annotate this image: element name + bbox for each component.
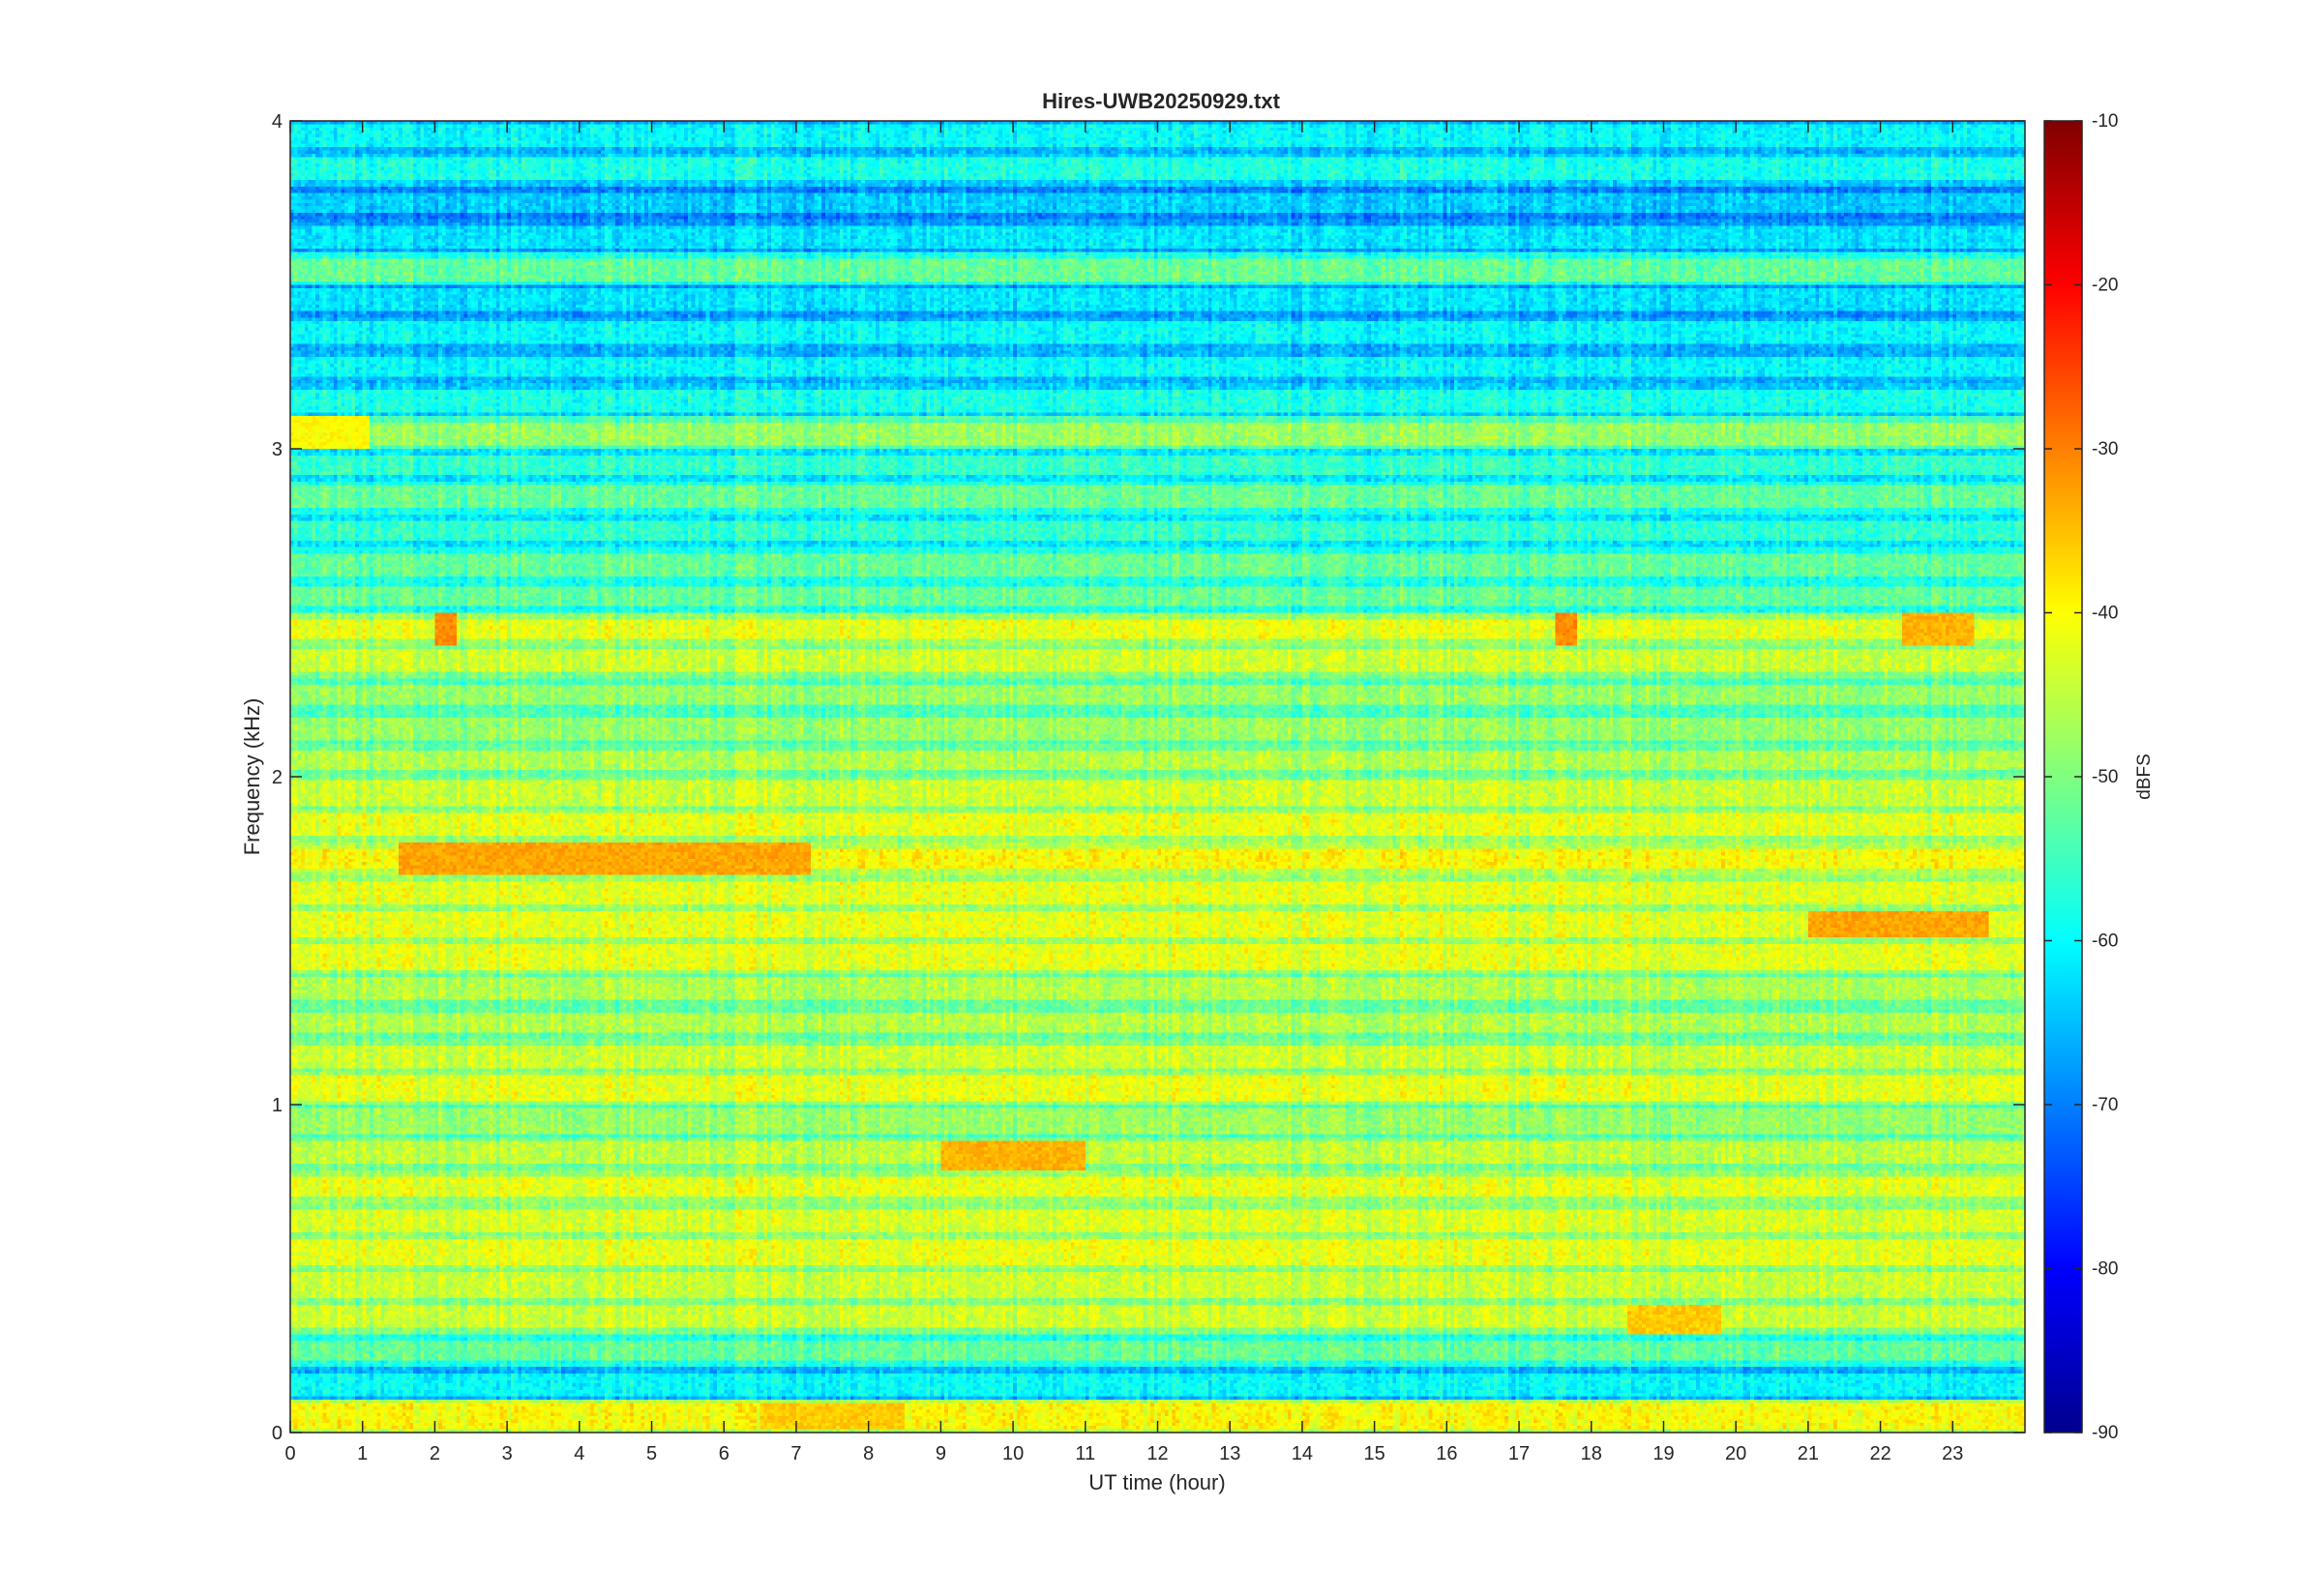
x-tick-label: 13 [1219,1443,1240,1464]
colorbar-tick-label: -50 [2092,767,2118,787]
colorbar: -10 -20 -30 -40 -50 -60 -70 -80 -90 dBFS [2043,111,2155,1443]
x-tick-label: 21 [1798,1443,1819,1464]
y-axis-label: Frequency (kHz) [240,698,264,856]
chart-title: Hires-UWB20250929.txt [1042,89,1280,113]
colorbar-tick-label: -10 [2092,111,2118,132]
x-axis: 0 1 2 3 4 5 6 7 8 9 10 11 12 13 14 15 16 17 18 19 20 21 22 23 [284,121,1963,1464]
x-tick-label: 0 [284,1443,295,1464]
x-tick-label: 11 [1075,1443,1095,1464]
x-tick-label: 5 [646,1443,657,1464]
colorbar-tick-label: -20 [2092,276,2118,296]
colorbar-tick-label: -70 [2092,1095,2118,1115]
x-tick-label: 2 [430,1443,440,1464]
colorbar-label: dBFS [2134,754,2155,800]
x-tick-label: 20 [1725,1443,1746,1464]
x-tick-label: 18 [1581,1443,1602,1464]
x-tick-label: 3 [502,1443,513,1464]
y-axis: 0 1 2 3 4 [272,111,2025,1444]
y-tick-label: 0 [272,1423,283,1444]
x-tick-label: 23 [1942,1443,1963,1464]
x-axis-label: UT time (hour) [1088,1470,1225,1494]
x-tick-label: 8 [863,1443,874,1464]
colorbar-tick-label: -90 [2092,1423,2118,1443]
y-tick-label: 4 [272,111,283,133]
x-tick-label: 10 [1002,1443,1024,1464]
x-tick-label: 15 [1364,1443,1385,1464]
x-tick-label: 22 [1869,1443,1890,1464]
x-tick-label: 12 [1146,1443,1168,1464]
colorbar-tick-label: -30 [2092,439,2118,459]
colorbar-ticks: -10 -20 -30 -40 -50 -60 -70 -80 -90 [2044,111,2118,1443]
colorbar-tick-label: -80 [2092,1259,2118,1280]
x-tick-label: 6 [719,1443,729,1464]
y-tick-label: 3 [272,439,283,460]
y-tick-label: 2 [272,767,283,788]
x-tick-label: 14 [1292,1443,1313,1464]
colorbar-tick-label: -60 [2092,931,2118,952]
x-tick-label: 9 [936,1443,946,1464]
x-tick-label: 19 [1652,1443,1674,1464]
colorbar-tick-label: -40 [2092,604,2118,624]
x-tick-label: 1 [357,1443,368,1464]
heatmap-image [290,121,2025,1433]
x-tick-label: 17 [1508,1443,1530,1464]
y-tick-label: 1 [272,1095,283,1116]
x-tick-label: 7 [790,1443,801,1464]
x-tick-label: 4 [574,1443,584,1464]
x-tick-label: 16 [1436,1443,1457,1464]
heatmap-area [290,121,2025,1433]
